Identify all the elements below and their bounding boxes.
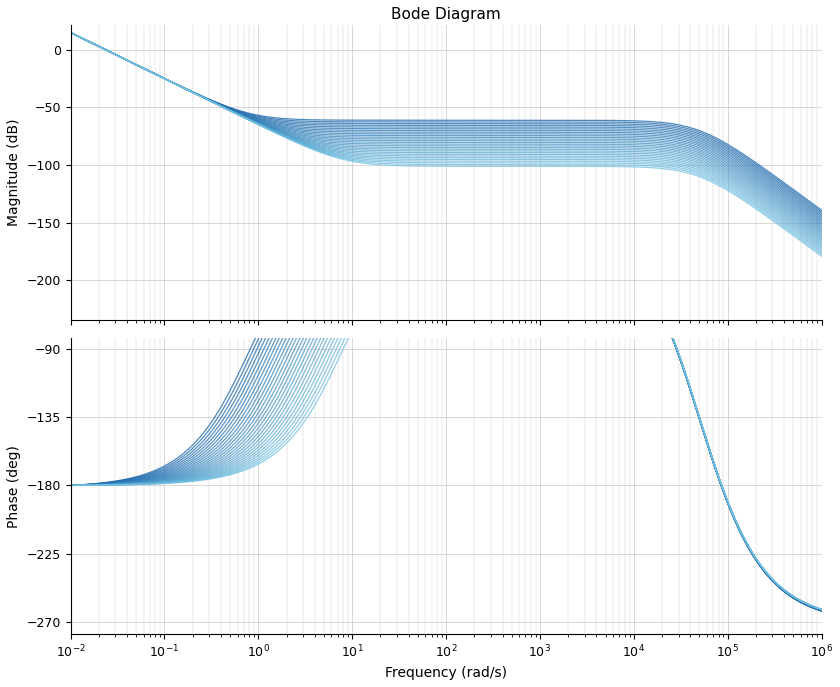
Title: Bode Diagram: Bode Diagram bbox=[391, 7, 501, 22]
X-axis label: Frequency (rad/s): Frequency (rad/s) bbox=[385, 666, 507, 680]
Y-axis label: Magnitude (dB): Magnitude (dB) bbox=[7, 119, 21, 226]
Y-axis label: Phase (deg): Phase (deg) bbox=[7, 444, 21, 528]
